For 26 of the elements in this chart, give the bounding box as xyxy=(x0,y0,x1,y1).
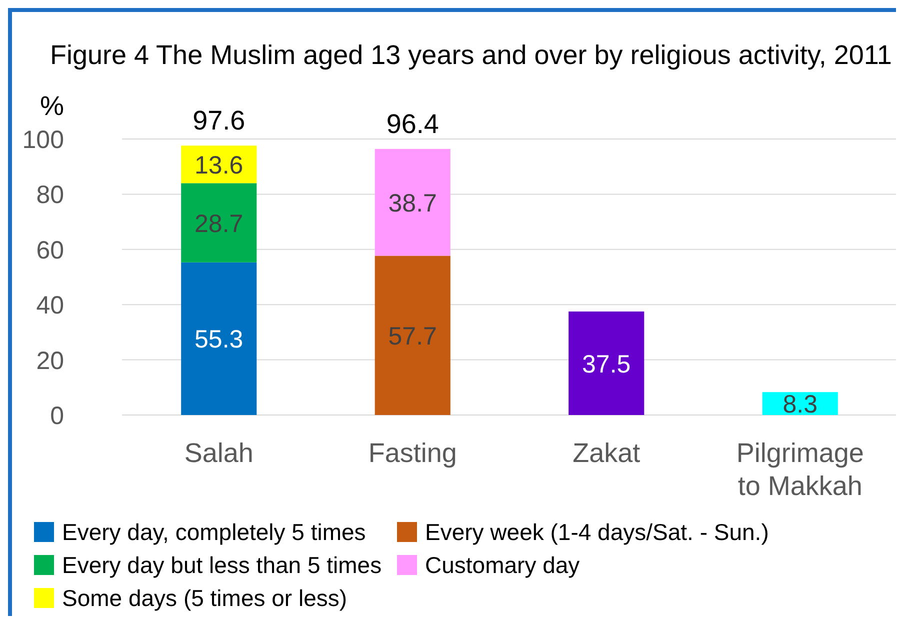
y-tick-label: 80 xyxy=(36,181,64,210)
y-tick-label: 0 xyxy=(50,402,64,430)
total-label: 96.4 xyxy=(386,108,439,139)
legend-label: Every day but less than 5 times xyxy=(62,552,382,578)
data-label: 37.5 xyxy=(582,350,631,378)
y-tick-label: 40 xyxy=(36,292,64,320)
data-label: 55.3 xyxy=(194,326,244,354)
data-label: 13.6 xyxy=(194,151,244,180)
legend-label: Every week (1-4 days/Sat. - Sun.) xyxy=(425,519,769,545)
data-label: 8.3 xyxy=(782,390,818,419)
total-label: 97.6 xyxy=(192,106,246,136)
data-label: 57.7 xyxy=(388,322,437,350)
data-label: 38.7 xyxy=(388,189,437,218)
y-tick-label: 20 xyxy=(36,346,64,375)
y-tick-label: 60 xyxy=(36,236,64,264)
y-axis-title: % xyxy=(40,91,64,121)
data-label: 28.7 xyxy=(194,210,244,238)
chart-title: Figure 4 The Muslim aged 13 years and over by religious activity, 2011 xyxy=(50,40,892,70)
y-tick-label: 100 xyxy=(22,126,64,154)
legend-label: Customary day xyxy=(425,552,580,578)
x-tick-label: Fasting xyxy=(368,438,457,468)
legend-label: Some days (5 times or less) xyxy=(62,585,348,611)
legend-label: Every day, completely 5 times xyxy=(62,519,366,545)
x-tick-label: Zakat xyxy=(572,438,641,468)
x-tick-label: Pilgrimage to Makkah xyxy=(736,438,864,501)
x-tick-label: Salah xyxy=(184,438,254,468)
